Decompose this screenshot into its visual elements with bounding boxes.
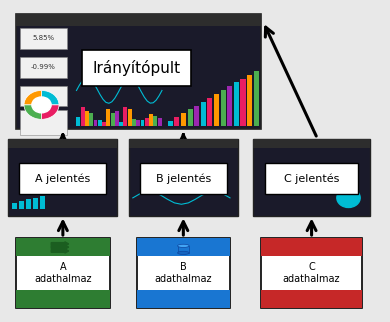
Text: C
adathalmaz: C adathalmaz [283, 262, 340, 284]
Text: B jelentés: B jelentés [156, 173, 211, 184]
FancyBboxPatch shape [33, 198, 38, 209]
FancyBboxPatch shape [158, 118, 161, 126]
FancyBboxPatch shape [115, 111, 119, 126]
FancyBboxPatch shape [181, 113, 186, 126]
FancyBboxPatch shape [20, 110, 67, 135]
Text: B
adathalmaz: B adathalmaz [154, 262, 212, 284]
FancyBboxPatch shape [227, 86, 232, 126]
FancyArrow shape [51, 245, 69, 249]
FancyBboxPatch shape [174, 117, 179, 126]
FancyBboxPatch shape [247, 75, 252, 126]
Text: C jelentés: C jelentés [284, 173, 339, 184]
FancyBboxPatch shape [40, 196, 45, 209]
FancyBboxPatch shape [89, 113, 93, 126]
FancyBboxPatch shape [12, 203, 17, 209]
FancyBboxPatch shape [137, 238, 230, 256]
FancyBboxPatch shape [261, 238, 362, 308]
FancyBboxPatch shape [261, 290, 362, 308]
FancyArrow shape [51, 249, 69, 253]
FancyBboxPatch shape [140, 119, 144, 126]
FancyBboxPatch shape [9, 138, 117, 215]
Circle shape [32, 97, 51, 113]
FancyBboxPatch shape [128, 109, 132, 126]
FancyBboxPatch shape [20, 163, 106, 194]
Wedge shape [24, 105, 41, 119]
FancyBboxPatch shape [20, 28, 67, 49]
FancyBboxPatch shape [254, 71, 259, 126]
FancyBboxPatch shape [9, 138, 117, 148]
FancyBboxPatch shape [221, 90, 226, 126]
Text: -0.99%: -0.99% [31, 64, 56, 70]
FancyBboxPatch shape [16, 14, 261, 26]
FancyBboxPatch shape [16, 238, 110, 308]
FancyBboxPatch shape [106, 109, 110, 126]
Wedge shape [24, 90, 41, 105]
FancyBboxPatch shape [124, 107, 128, 126]
FancyBboxPatch shape [214, 94, 219, 126]
FancyBboxPatch shape [129, 138, 238, 215]
FancyBboxPatch shape [76, 117, 80, 126]
FancyBboxPatch shape [137, 238, 230, 308]
FancyBboxPatch shape [98, 120, 102, 126]
FancyBboxPatch shape [194, 106, 199, 126]
FancyBboxPatch shape [111, 113, 115, 126]
FancyBboxPatch shape [145, 118, 149, 126]
FancyBboxPatch shape [132, 119, 136, 126]
Text: A
adathalmaz: A adathalmaz [34, 262, 92, 284]
FancyBboxPatch shape [16, 14, 261, 129]
FancyBboxPatch shape [261, 238, 362, 256]
Circle shape [337, 188, 360, 207]
FancyBboxPatch shape [188, 109, 193, 126]
FancyBboxPatch shape [234, 82, 239, 126]
FancyBboxPatch shape [253, 138, 370, 148]
FancyBboxPatch shape [102, 122, 106, 126]
FancyBboxPatch shape [207, 98, 213, 126]
FancyBboxPatch shape [27, 199, 31, 209]
FancyBboxPatch shape [20, 86, 67, 107]
FancyBboxPatch shape [16, 238, 110, 256]
FancyBboxPatch shape [201, 102, 206, 126]
FancyArrow shape [51, 242, 69, 246]
FancyBboxPatch shape [177, 246, 189, 253]
Ellipse shape [177, 251, 189, 254]
Wedge shape [41, 105, 59, 119]
Ellipse shape [177, 244, 189, 247]
FancyBboxPatch shape [119, 122, 123, 126]
FancyBboxPatch shape [20, 57, 67, 78]
FancyBboxPatch shape [85, 111, 89, 126]
Text: 5.85%: 5.85% [32, 35, 55, 41]
FancyBboxPatch shape [94, 120, 98, 126]
FancyBboxPatch shape [16, 290, 110, 308]
Text: A jelentés: A jelentés [35, 173, 90, 184]
FancyBboxPatch shape [168, 121, 173, 126]
FancyBboxPatch shape [140, 163, 227, 194]
FancyBboxPatch shape [129, 138, 238, 148]
FancyBboxPatch shape [81, 107, 85, 126]
FancyBboxPatch shape [136, 119, 140, 126]
FancyBboxPatch shape [253, 138, 370, 215]
FancyBboxPatch shape [82, 50, 191, 87]
FancyBboxPatch shape [137, 290, 230, 308]
Wedge shape [41, 90, 59, 105]
FancyBboxPatch shape [241, 79, 246, 126]
FancyBboxPatch shape [153, 116, 157, 126]
FancyBboxPatch shape [265, 163, 358, 194]
FancyBboxPatch shape [149, 114, 153, 126]
FancyBboxPatch shape [20, 201, 24, 209]
Text: Irányítópult: Irányítópult [93, 60, 181, 76]
